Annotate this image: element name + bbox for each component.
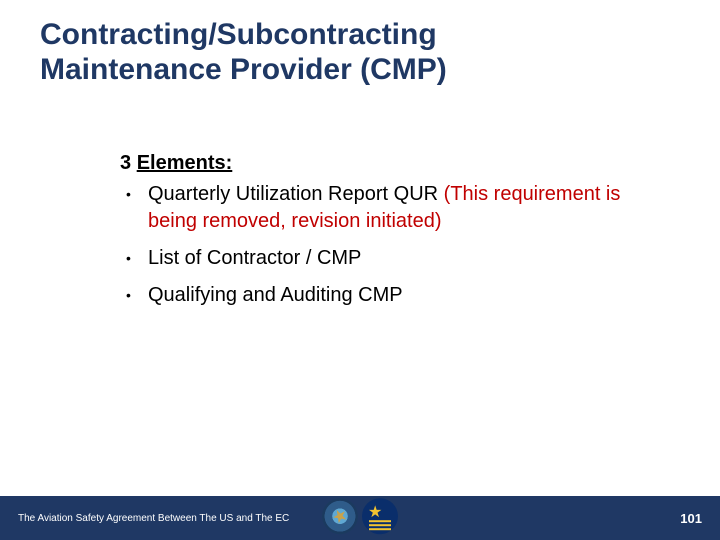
footer-logos xyxy=(322,498,398,534)
bullet-list: Quarterly Utilization Report QUR (This r… xyxy=(120,181,640,309)
list-item: Qualifying and Auditing CMP xyxy=(120,282,640,309)
footer-bar: The Aviation Safety Agreement Between Th… xyxy=(0,496,720,540)
page-number: 101 xyxy=(680,511,702,526)
subheading: 3 Elements: xyxy=(120,150,640,177)
subheading-prefix: 3 xyxy=(120,152,137,174)
slide-content: 3 Elements: Quarterly Utilization Report… xyxy=(120,150,640,319)
slide-title: Contracting/Subcontracting Maintenance P… xyxy=(40,18,447,87)
list-item: Quarterly Utilization Report QUR (This r… xyxy=(120,181,640,235)
bullet-text: Quarterly Utilization Report QUR xyxy=(148,183,444,205)
list-item: List of Contractor / CMP xyxy=(120,245,640,272)
title-line-1: Contracting/Subcontracting xyxy=(40,18,437,51)
faa-seal-icon xyxy=(322,498,358,534)
eu-seal-icon xyxy=(362,498,398,534)
subheading-underlined: Elements: xyxy=(137,152,233,174)
bullet-text: Qualifying and Auditing CMP xyxy=(148,284,403,306)
title-line-2: Maintenance Provider (CMP) xyxy=(40,53,447,86)
slide: Contracting/Subcontracting Maintenance P… xyxy=(0,0,720,540)
bullet-text: List of Contractor / CMP xyxy=(148,247,361,269)
footer-left-text: The Aviation Safety Agreement Between Th… xyxy=(18,513,289,524)
